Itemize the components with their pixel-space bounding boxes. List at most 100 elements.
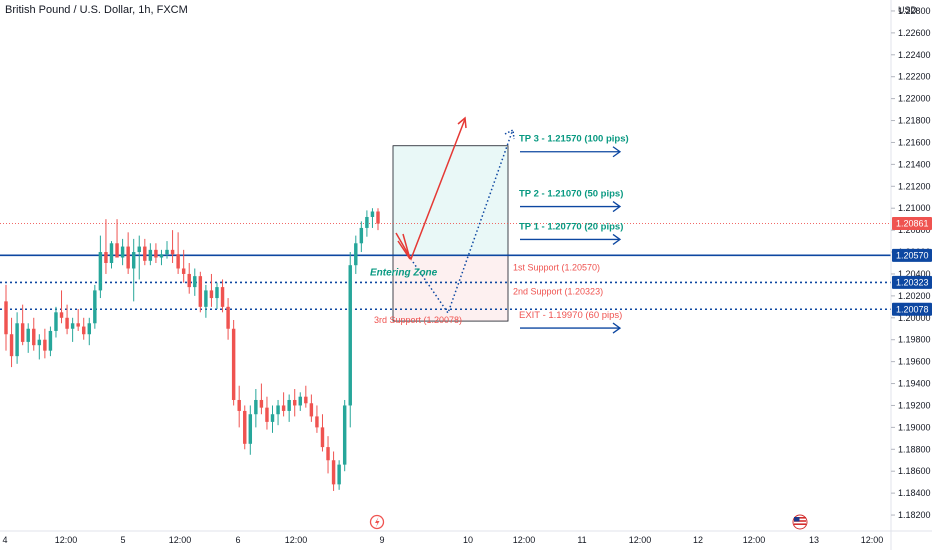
- chart-title: British Pound / U.S. Dollar, 1h, FXCM: [5, 4, 188, 16]
- y-tick-label: 1.19200: [898, 400, 931, 410]
- candle-body: [32, 328, 36, 346]
- y-tick-label: 1.22400: [898, 50, 931, 60]
- candle: [359, 221, 364, 253]
- x-tick-label: 10: [463, 535, 473, 545]
- candle: [4, 284, 8, 351]
- trade-zone: [392, 145, 509, 322]
- candle: [104, 219, 108, 274]
- price-badge-bg: [892, 216, 932, 230]
- x-tick-label: 12: [693, 535, 703, 545]
- candle: [226, 298, 230, 340]
- candle: [26, 323, 30, 353]
- candle: [342, 399, 347, 472]
- candle-body: [198, 276, 203, 307]
- candle-body: [115, 243, 119, 258]
- candle: [204, 284, 208, 318]
- candle: [70, 317, 75, 342]
- price-badge: 1.20570: [892, 248, 932, 262]
- candle: [281, 392, 286, 417]
- y-tick-label: 1.21600: [898, 137, 931, 147]
- exit-arrow-head: [612, 322, 622, 334]
- candle-body: [109, 243, 114, 263]
- candle: [176, 232, 180, 274]
- candle-body: [337, 464, 341, 485]
- price-badge-label: 1.20078: [896, 305, 929, 315]
- candle-body: [120, 246, 125, 258]
- deep-dip-arrowhead: [504, 128, 515, 140]
- candle: [20, 304, 25, 346]
- candle: [187, 263, 191, 294]
- candle-body: [281, 405, 286, 411]
- candle: [198, 271, 203, 313]
- candle-body: [193, 276, 197, 288]
- candle: [181, 249, 186, 283]
- candle: [215, 282, 219, 310]
- y-tick-label: 1.18200: [898, 510, 931, 520]
- candle-body: [231, 328, 236, 400]
- candle-body: [354, 243, 358, 266]
- time-axis[interactable]: 4 12:00 5 12:00 6 12:00 9 10 12:00 11 12:00 12 12:00…: [0, 530, 932, 545]
- candle: [82, 317, 86, 340]
- take-profit-label: TP 2 - 1.21070 (50 pips): [519, 189, 623, 200]
- candle: [220, 279, 225, 313]
- y-tick-label: 1.18400: [898, 488, 931, 498]
- candle: [137, 235, 141, 280]
- y-tick-label: 1.20400: [898, 269, 931, 279]
- take-profit-label: TP 3 - 1.21570 (100 pips): [519, 134, 629, 145]
- price-badge: 1.20078: [892, 302, 932, 316]
- y-tick-label: 1.22600: [898, 28, 931, 38]
- candle-body: [298, 396, 302, 406]
- candle: [209, 273, 214, 307]
- candle-body: [226, 306, 230, 329]
- x-tick-label: 12:00: [169, 535, 192, 545]
- candle: [259, 383, 264, 415]
- lightning-icon[interactable]: [369, 514, 385, 530]
- first-support-label: 1st Support (1.20570): [513, 262, 600, 272]
- candle-body: [59, 312, 64, 318]
- candle: [248, 405, 253, 455]
- candle: [292, 389, 297, 417]
- candle-body: [215, 287, 219, 299]
- candle: [365, 210, 369, 237]
- candle-body: [320, 427, 325, 448]
- x-tick-label: 11: [577, 535, 586, 545]
- candle: [148, 243, 153, 266]
- candle: [98, 235, 103, 299]
- price-badge-bg: [892, 275, 932, 289]
- candle: [348, 252, 352, 428]
- candle-body: [326, 447, 330, 461]
- target-zone-box: [392, 145, 509, 256]
- candle-body: [348, 265, 352, 406]
- currency-label: USD: [898, 5, 918, 15]
- candle-body: [176, 254, 180, 269]
- candle: [231, 319, 236, 406]
- candle-body: [376, 211, 380, 224]
- candle-body: [248, 414, 253, 444]
- candle: [120, 238, 125, 266]
- price-axis[interactable]: 1.22800 1.22600 1.22400 1.22200 1.22000 1.218…: [890, 0, 932, 550]
- y-tick-label: 1.22800: [898, 6, 931, 16]
- candle: [154, 243, 158, 263]
- candle: [43, 328, 47, 359]
- bullish-projection-line: [395, 118, 466, 261]
- candle: [143, 238, 147, 266]
- candle-body: [342, 405, 347, 465]
- bullish-arrowhead: [457, 116, 467, 129]
- candle: [370, 208, 375, 228]
- candle-body: [70, 323, 75, 329]
- flag-icon[interactable]: [792, 514, 808, 530]
- x-tick-label: 9: [379, 535, 384, 545]
- candle-body: [204, 290, 208, 307]
- x-tick-label: 4: [2, 535, 7, 545]
- price-badge: 1.20323: [892, 275, 932, 289]
- candle: [48, 326, 53, 357]
- candlestick-series: [4, 208, 380, 491]
- candle-body: [87, 323, 92, 335]
- candle: [32, 317, 36, 351]
- dip-arrowhead: [397, 233, 411, 260]
- candle-body: [181, 268, 186, 274]
- candle-body: [154, 249, 158, 258]
- x-tick-label: 12:00: [513, 535, 536, 545]
- candle-body: [143, 246, 147, 261]
